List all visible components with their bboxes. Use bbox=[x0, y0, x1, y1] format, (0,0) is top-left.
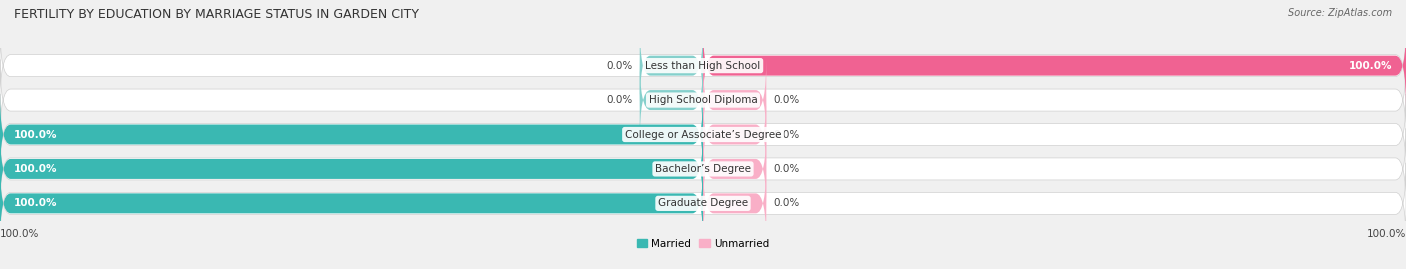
Text: Graduate Degree: Graduate Degree bbox=[658, 198, 748, 208]
Text: Bachelor’s Degree: Bachelor’s Degree bbox=[655, 164, 751, 174]
Text: 0.0%: 0.0% bbox=[773, 129, 800, 140]
FancyBboxPatch shape bbox=[0, 94, 1406, 175]
Text: Less than High School: Less than High School bbox=[645, 61, 761, 71]
FancyBboxPatch shape bbox=[703, 24, 1406, 107]
FancyBboxPatch shape bbox=[0, 25, 1406, 106]
FancyBboxPatch shape bbox=[703, 58, 766, 142]
FancyBboxPatch shape bbox=[703, 93, 766, 176]
FancyBboxPatch shape bbox=[0, 127, 703, 211]
Text: 0.0%: 0.0% bbox=[606, 95, 633, 105]
FancyBboxPatch shape bbox=[0, 59, 1406, 141]
FancyBboxPatch shape bbox=[640, 58, 703, 142]
Text: Source: ZipAtlas.com: Source: ZipAtlas.com bbox=[1288, 8, 1392, 18]
Text: 100.0%: 100.0% bbox=[14, 129, 58, 140]
Text: 100.0%: 100.0% bbox=[14, 164, 58, 174]
Legend: Married, Unmarried: Married, Unmarried bbox=[633, 235, 773, 253]
FancyBboxPatch shape bbox=[0, 163, 1406, 244]
Text: College or Associate’s Degree: College or Associate’s Degree bbox=[624, 129, 782, 140]
FancyBboxPatch shape bbox=[0, 128, 1406, 210]
Text: 0.0%: 0.0% bbox=[773, 95, 800, 105]
Text: 0.0%: 0.0% bbox=[773, 164, 800, 174]
Text: 0.0%: 0.0% bbox=[606, 61, 633, 71]
FancyBboxPatch shape bbox=[0, 162, 703, 245]
Text: 100.0%: 100.0% bbox=[1367, 229, 1406, 239]
FancyBboxPatch shape bbox=[640, 24, 703, 107]
FancyBboxPatch shape bbox=[703, 162, 766, 245]
Text: 0.0%: 0.0% bbox=[773, 198, 800, 208]
Text: High School Diploma: High School Diploma bbox=[648, 95, 758, 105]
Text: FERTILITY BY EDUCATION BY MARRIAGE STATUS IN GARDEN CITY: FERTILITY BY EDUCATION BY MARRIAGE STATU… bbox=[14, 8, 419, 21]
Text: 100.0%: 100.0% bbox=[14, 198, 58, 208]
FancyBboxPatch shape bbox=[0, 93, 703, 176]
Text: 100.0%: 100.0% bbox=[1348, 61, 1392, 71]
FancyBboxPatch shape bbox=[703, 127, 766, 211]
Text: 100.0%: 100.0% bbox=[0, 229, 39, 239]
